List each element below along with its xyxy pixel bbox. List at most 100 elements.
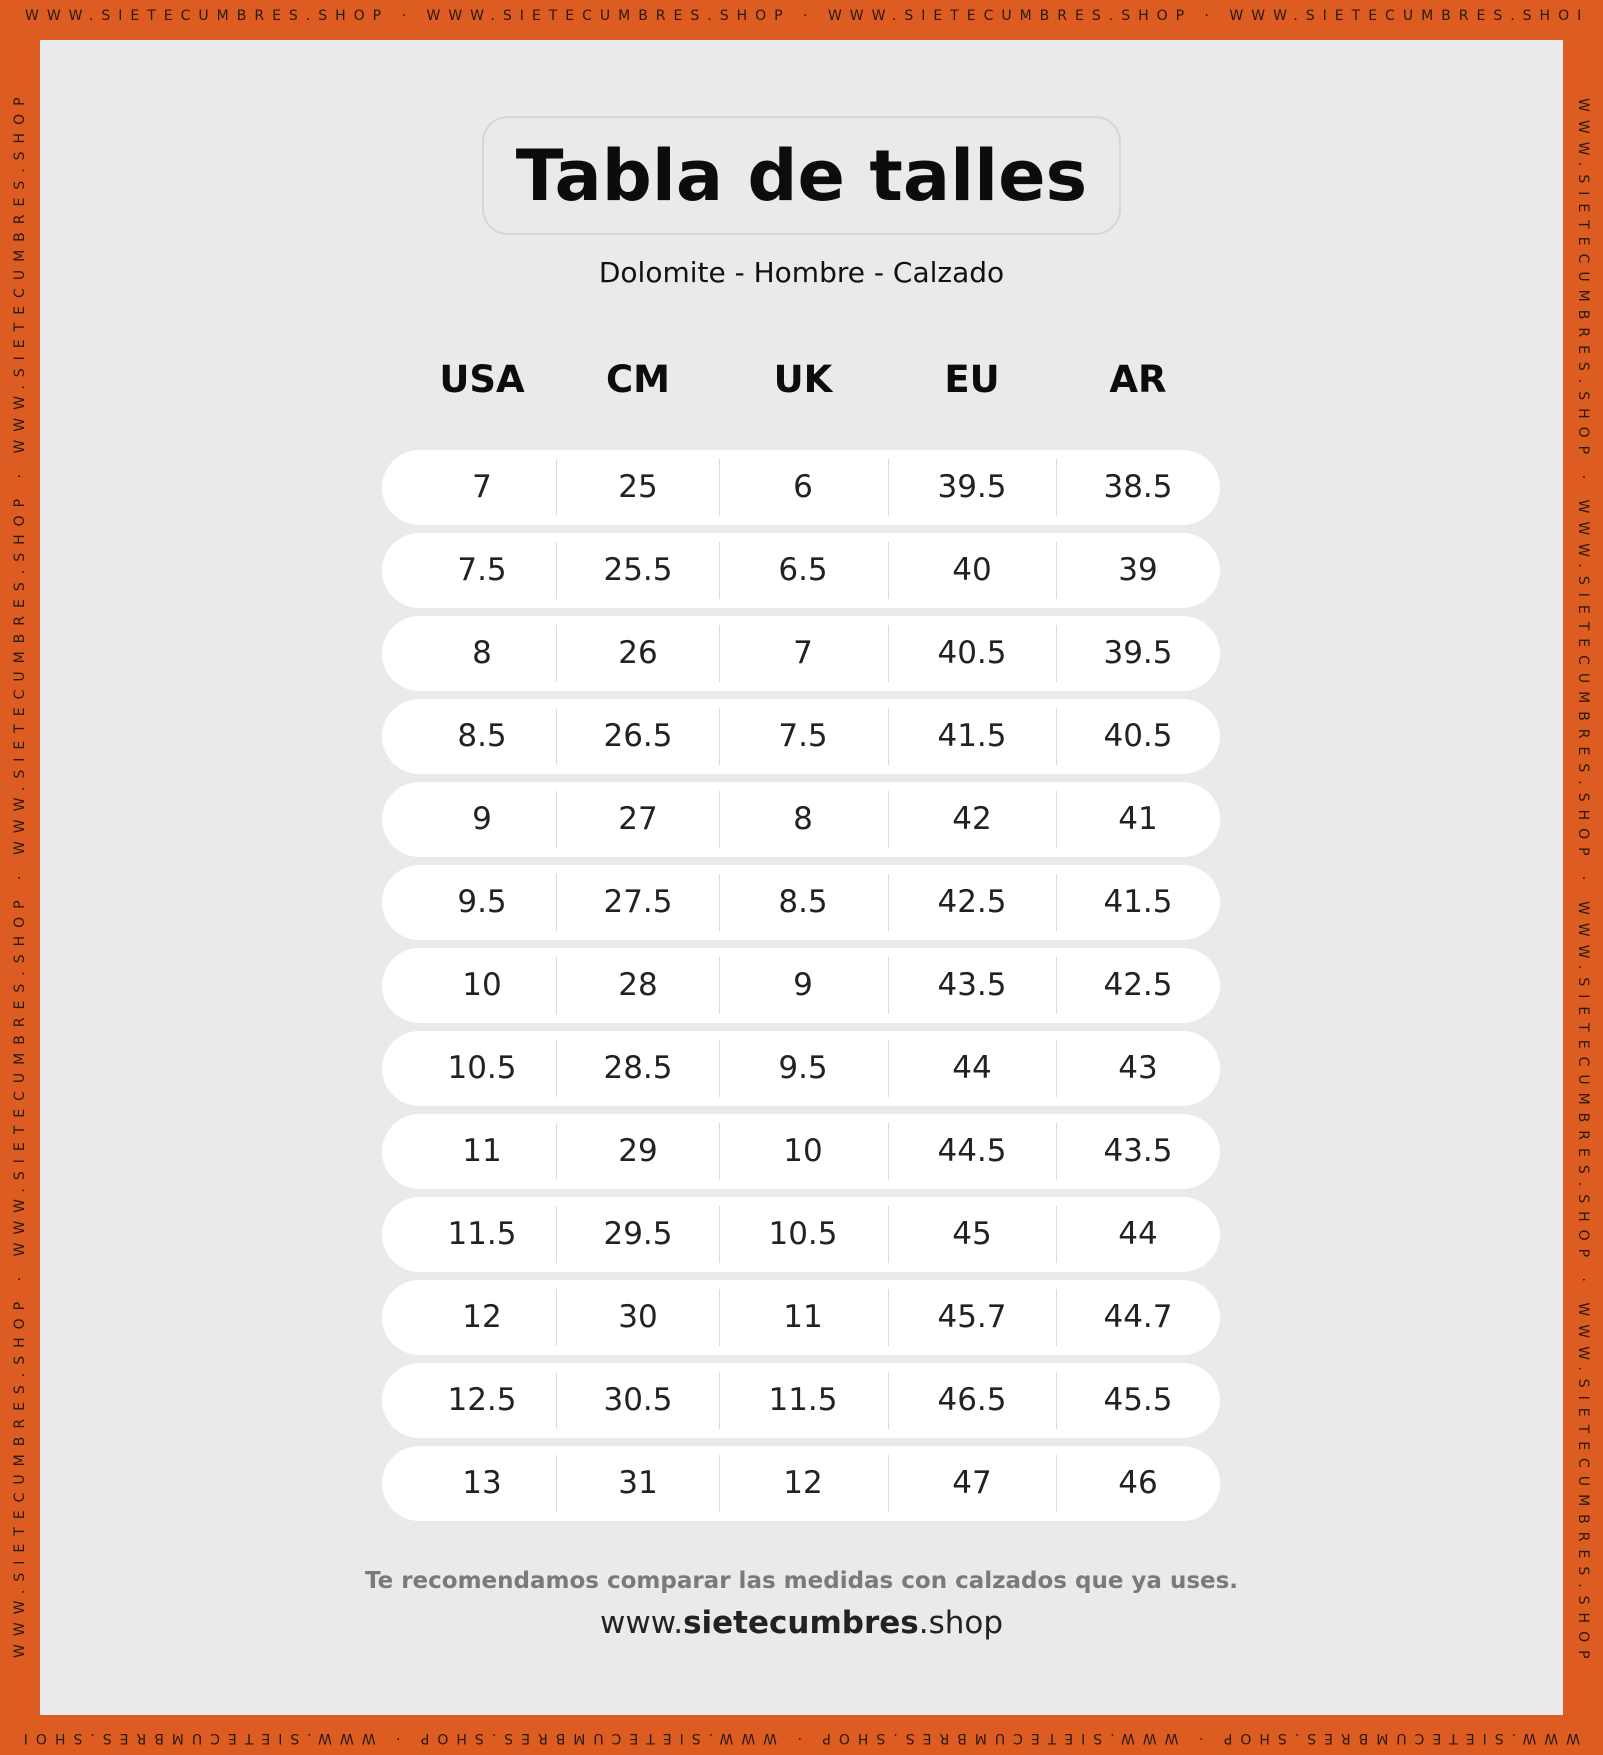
column-divider (719, 1206, 720, 1263)
table-cell-eu: 45 (952, 1216, 992, 1252)
table-cell-usa: 8 (472, 635, 492, 671)
table-cell-usa: 13 (462, 1465, 502, 1501)
border-text-bottom: WWW.SIETECUMBRES.SHOP · WWW.SIETECUMBRES… (25, 1730, 1580, 1746)
website-url[interactable]: www.sietecumbres.shop (0, 1605, 1603, 1641)
table-cell-usa: 7 (472, 469, 492, 505)
footer-note: Te recomendamos comparar las medidas con… (364, 1568, 1239, 1594)
column-divider (719, 1040, 720, 1097)
column-divider (1056, 874, 1057, 931)
table-row: 7 25 6 39.5 38.5 (382, 450, 1220, 525)
table-cell-ar: 44 (1118, 1216, 1158, 1252)
column-divider (1056, 1455, 1057, 1512)
column-divider (556, 708, 557, 765)
table-cell-ar: 39 (1118, 552, 1158, 588)
table-row: 8 26 7 40.5 39.5 (382, 616, 1220, 691)
column-divider (1056, 542, 1057, 599)
column-divider (888, 1372, 889, 1429)
column-divider (719, 1123, 720, 1180)
table-cell-uk: 7 (793, 635, 813, 671)
column-divider (888, 542, 889, 599)
column-divider (556, 1455, 557, 1512)
table-cell-uk: 6.5 (778, 552, 828, 588)
column-header-eu: EU (944, 358, 1000, 401)
table-cell-ar: 46 (1118, 1465, 1158, 1501)
column-divider (1056, 1123, 1057, 1180)
column-divider (1056, 1206, 1057, 1263)
table-row: 13 31 12 47 46 (382, 1446, 1220, 1521)
table-cell-eu: 46.5 (937, 1382, 1007, 1418)
table-row: 12.5 30.5 11.5 46.5 45.5 (382, 1363, 1220, 1438)
table-cell-cm: 30.5 (603, 1382, 673, 1418)
column-divider (1056, 459, 1057, 516)
table-row: 8.5 26.5 7.5 41.5 40.5 (382, 699, 1220, 774)
column-divider (556, 459, 557, 516)
column-divider (888, 625, 889, 682)
column-divider (719, 459, 720, 516)
column-divider (719, 874, 720, 931)
column-divider (719, 1289, 720, 1346)
table-row: 12 30 11 45.7 44.7 (382, 1280, 1220, 1355)
column-divider (888, 1289, 889, 1346)
table-cell-usa: 12.5 (447, 1382, 517, 1418)
table-row: 10.5 28.5 9.5 44 43 (382, 1031, 1220, 1106)
table-cell-eu: 41.5 (937, 718, 1007, 754)
table-cell-cm: 30 (618, 1299, 658, 1335)
table-cell-uk: 10.5 (768, 1216, 838, 1252)
column-divider (1056, 708, 1057, 765)
table-cell-uk: 12 (783, 1465, 823, 1501)
table-cell-usa: 8.5 (457, 718, 507, 754)
table-cell-eu: 40.5 (937, 635, 1007, 671)
table-cell-ar: 39.5 (1103, 635, 1173, 671)
column-divider (888, 791, 889, 848)
table-cell-cm: 28.5 (603, 1050, 673, 1086)
column-divider (719, 957, 720, 1014)
table-row: 11.5 29.5 10.5 45 44 (382, 1197, 1220, 1272)
column-divider (1056, 1040, 1057, 1097)
table-cell-ar: 41.5 (1103, 884, 1173, 920)
column-header-usa: USA (439, 358, 525, 401)
table-cell-uk: 10 (783, 1133, 823, 1169)
column-divider (1056, 625, 1057, 682)
column-header-uk: UK (773, 358, 833, 401)
table-cell-usa: 10.5 (447, 1050, 517, 1086)
column-divider (888, 708, 889, 765)
table-cell-usa: 11 (462, 1133, 502, 1169)
column-divider (888, 459, 889, 516)
url-prefix: www. (599, 1605, 684, 1641)
table-cell-eu: 43.5 (937, 967, 1007, 1003)
column-divider (556, 1040, 557, 1097)
subtitle: Dolomite - Hombre - Calzado (598, 256, 1005, 289)
table-cell-eu: 44.5 (937, 1133, 1007, 1169)
page-title: Tabla de talles (515, 134, 1088, 217)
column-header-ar: AR (1109, 358, 1167, 401)
column-divider (888, 1123, 889, 1180)
column-divider (1056, 1289, 1057, 1346)
column-divider (556, 791, 557, 848)
table-cell-ar: 43 (1118, 1050, 1158, 1086)
title-box: Tabla de talles (482, 116, 1121, 235)
table-cell-ar: 43.5 (1103, 1133, 1173, 1169)
table-cell-cm: 27 (618, 801, 658, 837)
column-divider (719, 1455, 720, 1512)
table-cell-cm: 29 (618, 1133, 658, 1169)
table-cell-uk: 8 (793, 801, 813, 837)
table-cell-ar: 40.5 (1103, 718, 1173, 754)
column-divider (888, 1455, 889, 1512)
table-row: 11 29 10 44.5 43.5 (382, 1114, 1220, 1189)
table-row: 9 27 8 42 41 (382, 782, 1220, 857)
table-cell-eu: 42 (952, 801, 992, 837)
column-divider (888, 957, 889, 1014)
table-cell-eu: 45.7 (937, 1299, 1007, 1335)
table-cell-cm: 28 (618, 967, 658, 1003)
column-divider (888, 1206, 889, 1263)
column-divider (719, 1372, 720, 1429)
table-cell-uk: 8.5 (778, 884, 828, 920)
column-divider (719, 708, 720, 765)
table-cell-uk: 11.5 (768, 1382, 838, 1418)
table-row: 9.5 27.5 8.5 42.5 41.5 (382, 865, 1220, 940)
table-cell-uk: 7.5 (778, 718, 828, 754)
column-divider (719, 625, 720, 682)
table-cell-cm: 29.5 (603, 1216, 673, 1252)
column-divider (556, 542, 557, 599)
table-cell-cm: 27.5 (603, 884, 673, 920)
